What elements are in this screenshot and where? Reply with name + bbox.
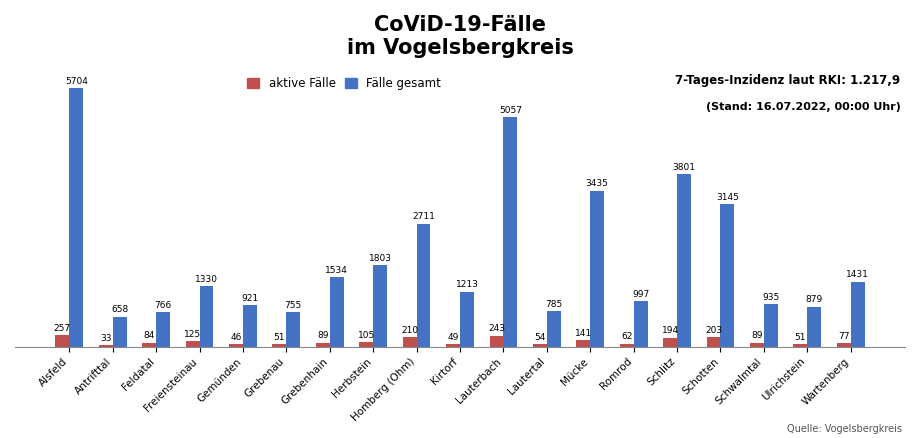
Bar bbox=[329, 277, 344, 346]
Text: 921: 921 bbox=[241, 293, 258, 303]
Text: 766: 766 bbox=[154, 300, 172, 310]
Bar bbox=[663, 338, 676, 346]
Text: 51: 51 bbox=[273, 333, 285, 342]
Bar bbox=[836, 343, 850, 346]
Text: 2711: 2711 bbox=[412, 212, 435, 221]
Bar bbox=[706, 337, 720, 346]
Bar bbox=[763, 304, 777, 346]
Bar bbox=[546, 311, 560, 346]
Text: 7-Tages-Inzidenz laut RKI: 1.217,9: 7-Tages-Inzidenz laut RKI: 1.217,9 bbox=[675, 74, 900, 87]
Text: 54: 54 bbox=[534, 333, 545, 342]
Bar bbox=[229, 344, 243, 346]
Text: 243: 243 bbox=[487, 324, 505, 333]
Bar bbox=[359, 342, 373, 346]
Text: 62: 62 bbox=[620, 332, 631, 342]
Text: 5057: 5057 bbox=[498, 106, 521, 115]
Text: 3145: 3145 bbox=[715, 193, 738, 201]
Bar bbox=[199, 286, 213, 346]
Bar bbox=[590, 191, 604, 346]
Bar bbox=[98, 345, 113, 346]
Text: 1213: 1213 bbox=[455, 280, 478, 289]
Bar bbox=[460, 292, 473, 346]
Bar bbox=[720, 204, 733, 346]
Text: 785: 785 bbox=[545, 300, 562, 309]
Bar bbox=[792, 344, 806, 346]
Bar bbox=[272, 344, 286, 346]
Text: 203: 203 bbox=[704, 326, 721, 335]
Text: 879: 879 bbox=[805, 295, 822, 304]
Text: 658: 658 bbox=[111, 305, 128, 314]
Bar bbox=[286, 312, 300, 346]
Bar bbox=[633, 301, 647, 346]
Bar bbox=[156, 312, 170, 346]
Text: 33: 33 bbox=[100, 334, 111, 343]
Bar bbox=[619, 344, 633, 346]
Bar bbox=[416, 223, 430, 346]
Bar bbox=[403, 337, 416, 346]
Text: 1431: 1431 bbox=[845, 270, 868, 279]
Text: 210: 210 bbox=[401, 326, 418, 335]
Bar bbox=[749, 343, 763, 346]
Text: 125: 125 bbox=[184, 330, 201, 339]
Bar bbox=[373, 265, 387, 346]
Bar bbox=[575, 340, 590, 346]
Text: 51: 51 bbox=[794, 333, 805, 342]
Text: 105: 105 bbox=[357, 331, 374, 339]
Bar bbox=[489, 336, 503, 346]
Bar bbox=[315, 343, 329, 346]
Text: 46: 46 bbox=[230, 333, 242, 342]
Bar bbox=[113, 317, 127, 346]
Bar bbox=[532, 344, 546, 346]
Bar bbox=[850, 282, 864, 346]
Text: 997: 997 bbox=[631, 290, 649, 299]
Text: 257: 257 bbox=[54, 324, 71, 332]
Text: (Stand: 16.07.2022, 00:00 Uhr): (Stand: 16.07.2022, 00:00 Uhr) bbox=[705, 102, 900, 112]
Text: 3801: 3801 bbox=[672, 163, 695, 172]
Bar bbox=[186, 341, 199, 346]
Text: 1330: 1330 bbox=[195, 275, 218, 284]
Text: 1803: 1803 bbox=[369, 254, 391, 262]
Text: 3435: 3435 bbox=[585, 180, 608, 188]
Text: 141: 141 bbox=[574, 329, 591, 338]
Text: 194: 194 bbox=[661, 326, 678, 336]
Text: 49: 49 bbox=[447, 333, 459, 342]
Text: 89: 89 bbox=[317, 331, 328, 340]
Text: 89: 89 bbox=[750, 331, 762, 340]
Text: 1534: 1534 bbox=[325, 266, 347, 275]
Bar bbox=[55, 335, 69, 346]
Bar bbox=[503, 117, 516, 346]
Bar bbox=[806, 307, 821, 346]
Text: Quelle: Vogelsbergkreis: Quelle: Vogelsbergkreis bbox=[786, 424, 901, 434]
Bar bbox=[446, 344, 460, 346]
Text: 755: 755 bbox=[284, 301, 301, 310]
Text: 5704: 5704 bbox=[64, 77, 87, 85]
Text: 84: 84 bbox=[143, 332, 154, 340]
Bar bbox=[676, 174, 690, 346]
Bar bbox=[142, 343, 156, 346]
Bar bbox=[243, 305, 256, 346]
Text: 935: 935 bbox=[761, 293, 778, 302]
Bar bbox=[69, 88, 83, 346]
Legend: aktive Fälle, Fälle gesamt: aktive Fälle, Fälle gesamt bbox=[247, 77, 441, 90]
Text: 77: 77 bbox=[837, 332, 848, 341]
Title: CoViD-19-Fälle
im Vogelsbergkreis: CoViD-19-Fälle im Vogelsbergkreis bbox=[346, 15, 573, 58]
